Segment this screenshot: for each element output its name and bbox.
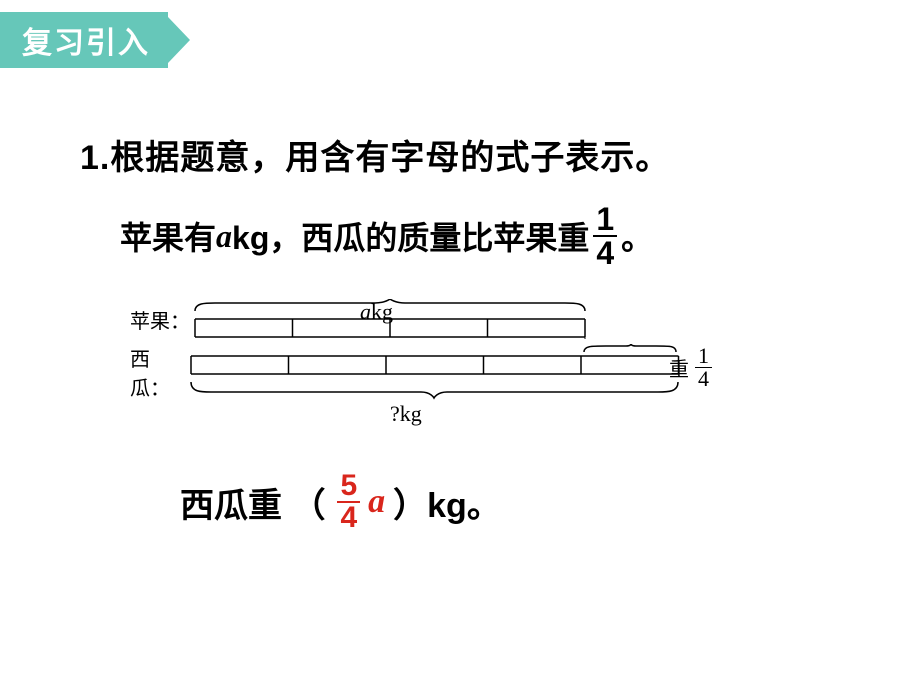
apple-bar-svg <box>190 299 690 339</box>
top-label-akg: akg <box>360 299 393 325</box>
answer-num: 5 <box>337 471 360 503</box>
banner-tail-shape <box>168 17 190 63</box>
text-part-c: 。 <box>621 213 653 259</box>
question-line-1: 1.根据题意，用含有字母的式子表示。 <box>80 130 860 179</box>
melon-bar-svg <box>186 344 710 400</box>
q-unit: kg <box>400 401 422 426</box>
content-area: 1.根据题意，用含有字母的式子表示。 苹果有akg，西瓜的质量比苹果重 1 4 … <box>80 130 860 533</box>
heavy-fraction-label: 重 1 4 <box>669 345 716 390</box>
melon-row: 西瓜： <box>130 343 710 401</box>
fraction-1-4: 1 4 <box>593 203 617 269</box>
text-part-a: 苹果有 <box>120 213 216 259</box>
melon-label: 西瓜： <box>130 343 186 401</box>
answer-var: a <box>368 483 385 521</box>
frac-denominator: 4 <box>593 237 617 269</box>
answer-prefix: 西瓜重 （ <box>180 478 325 527</box>
question-line-2: 苹果有akg，西瓜的质量比苹果重 1 4 。 <box>120 203 860 269</box>
question-number: 1. <box>80 139 110 177</box>
q-var: ? <box>390 401 400 426</box>
frac-numerator: 1 <box>593 203 617 237</box>
answer-line: 西瓜重 （ 5 4 a ）kg。 <box>180 471 860 533</box>
heavy-frac: 1 4 <box>695 345 712 390</box>
text-part-b: kg，西瓜的质量比苹果重 <box>232 213 589 259</box>
answer-value: 5 4 a <box>333 471 385 533</box>
apple-row: 苹果： <box>130 299 710 339</box>
section-banner: 复习引入 <box>0 12 190 68</box>
apple-label: 苹果： <box>130 305 190 334</box>
variable-a: a <box>216 218 232 255</box>
heavy-den: 4 <box>695 368 712 390</box>
bottom-label-qkg: ?kg <box>390 401 422 427</box>
answer-suffix: ）kg。 <box>393 478 501 527</box>
bar-diagram: akg 重 1 4 苹果： <box>130 299 710 401</box>
top-var: a <box>360 299 371 324</box>
banner-label: 复习引入 <box>0 12 168 68</box>
heavy-num: 1 <box>695 345 712 368</box>
answer-frac: 5 4 <box>337 471 360 533</box>
heavy-text: 重 <box>669 353 689 382</box>
question-text-1: 根据题意，用含有字母的式子表示。 <box>110 139 670 177</box>
answer-den: 4 <box>337 503 360 533</box>
top-unit: kg <box>371 299 393 324</box>
